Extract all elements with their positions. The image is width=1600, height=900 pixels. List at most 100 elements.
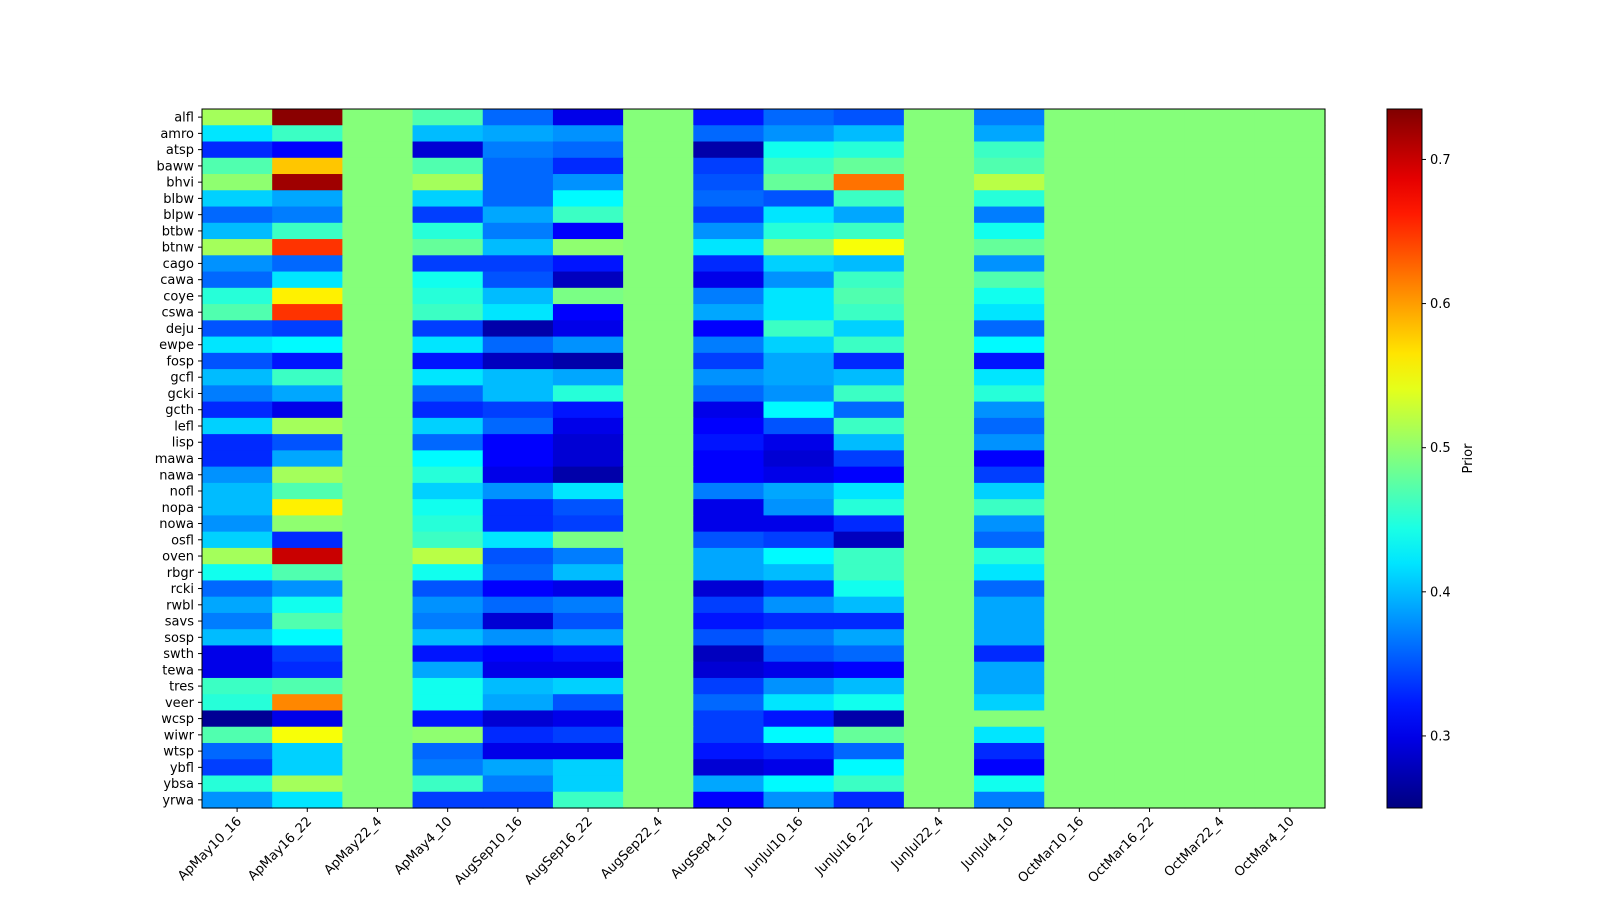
heatmap-cell-alfl-JunJul22_4 (903, 109, 975, 126)
heatmap-cell-bhvi-ApMay22_4 (342, 174, 414, 191)
heatmap-cell-wiwr-OctMar22_4 (1184, 726, 1256, 744)
heatmap-cell-wtsp-AugSep16_22 (552, 742, 624, 760)
heatmap-cell-osfl-JunJul16_22 (833, 531, 905, 549)
heatmap-cell-rcki-OctMar4_10 (1254, 580, 1326, 598)
heatmap-cell-gcki-ApMay22_4 (342, 385, 414, 403)
heatmap-cell-savs-ApMay10_16 (202, 612, 273, 630)
heatmap-cell-ewpe-ApMay16_22 (272, 336, 343, 354)
heatmap-cell-swth-AugSep4_10 (693, 645, 765, 663)
heatmap-cell-yrwa-AugSep4_10 (693, 791, 765, 809)
heatmap-cell-sosp-AugSep16_22 (552, 629, 624, 647)
colorbar-tick-label: 0.3 (1430, 729, 1451, 744)
heatmap-cell-bhvi-OctMar22_4 (1184, 174, 1256, 191)
heatmap-cell-wtsp-OctMar16_22 (1114, 742, 1186, 760)
heatmap-cell-wiwr-JunJul16_22 (833, 726, 905, 744)
heatmap-cell-yrwa-OctMar10_16 (1044, 791, 1116, 809)
colorbar-tick-label: 0.7 (1430, 153, 1451, 168)
heatmap-cell-tres-AugSep4_10 (693, 677, 765, 695)
heatmap-cell-lisp-ApMay16_22 (272, 434, 343, 451)
heatmap-cell-baww-JunJul22_4 (903, 157, 975, 175)
heatmap-cell-alfl-OctMar10_16 (1044, 109, 1116, 126)
heatmap-cell-fosp-ApMay10_16 (202, 352, 273, 370)
heatmap-cell-gcth-AugSep22_4 (623, 401, 694, 419)
heatmap-cell-bhvi-ApMay10_16 (202, 174, 273, 191)
heatmap-cell-amro-AugSep10_16 (482, 125, 554, 143)
y-tick-label: tres (169, 680, 194, 695)
heatmap-cell-lefl-ApMay22_4 (342, 417, 414, 435)
heatmap-cell-swth-JunJul22_4 (903, 645, 975, 663)
heatmap-cell-baww-ApMay22_4 (342, 157, 414, 175)
heatmap-cell-mawa-JunJul22_4 (903, 450, 975, 468)
heatmap-cell-mawa-OctMar10_16 (1044, 450, 1116, 468)
heatmap-cell-sosp-ApMay22_4 (342, 629, 414, 647)
heatmap-cell-wtsp-OctMar4_10 (1254, 742, 1326, 760)
heatmap-cell-rcki-JunJul16_22 (833, 580, 905, 598)
heatmap-cell-yrwa-AugSep10_16 (482, 791, 554, 809)
heatmap-cell-swth-AugSep16_22 (552, 645, 624, 663)
x-tick-label: AugSep4_10 (668, 814, 736, 882)
heatmap-cell-gcki-JunJul4_10 (974, 385, 1045, 403)
heatmap-cell-rwbl-JunJul4_10 (974, 596, 1045, 614)
heatmap-cell-cago-OctMar16_22 (1114, 255, 1186, 273)
heatmap-cell-cawa-ApMay22_4 (342, 271, 414, 289)
heatmap-cell-gcfl-OctMar10_16 (1044, 369, 1116, 386)
heatmap-cell-atsp-ApMay10_16 (202, 141, 273, 159)
heatmap-cell-oven-JunJul22_4 (903, 547, 975, 565)
heatmap-cell-btnw-OctMar16_22 (1114, 239, 1186, 256)
heatmap-cell-blpw-JunJul4_10 (974, 206, 1045, 224)
heatmap-cell-nowa-JunJul10_16 (763, 515, 835, 533)
heatmap-cell-gcki-AugSep4_10 (693, 385, 765, 403)
heatmap-cell-nofl-ApMay10_16 (202, 482, 273, 500)
heatmap-cell-gcfl-JunJul22_4 (903, 369, 975, 386)
heatmap-cell-tewa-OctMar10_16 (1044, 661, 1116, 679)
heatmap-cell-wtsp-ApMay16_22 (272, 742, 343, 760)
heatmap-cell-osfl-JunJul10_16 (763, 531, 835, 549)
heatmap-cell-oven-OctMar4_10 (1254, 547, 1326, 565)
heatmap-cell-oven-AugSep16_22 (552, 547, 624, 565)
heatmap-cell-wtsp-AugSep22_4 (623, 742, 694, 760)
y-tick-label: wiwr (164, 728, 195, 743)
heatmap-cell-deju-JunJul16_22 (833, 320, 905, 338)
heatmap-cell-fosp-OctMar10_16 (1044, 352, 1116, 370)
heatmap-cell-gcki-OctMar22_4 (1184, 385, 1256, 403)
heatmap-cell-nawa-AugSep22_4 (623, 466, 694, 484)
heatmap-cell-gcki-JunJul16_22 (833, 385, 905, 403)
heatmap-cell-cago-AugSep10_16 (482, 255, 554, 273)
heatmap-cell-cago-JunJul10_16 (763, 255, 835, 273)
heatmap-cell-wiwr-JunJul22_4 (903, 726, 975, 744)
heatmap-cell-gcki-AugSep10_16 (482, 385, 554, 403)
heatmap-cell-cawa-OctMar16_22 (1114, 271, 1186, 289)
heatmap-cell-coye-AugSep4_10 (693, 287, 765, 305)
heatmap-cell-rcki-JunJul22_4 (903, 580, 975, 598)
heatmap-cell-fosp-JunJul22_4 (903, 352, 975, 370)
x-tick-label: AugSep10_16 (452, 814, 526, 888)
heatmap-cell-blbw-ApMay22_4 (342, 190, 414, 208)
heatmap-cell-mawa-AugSep22_4 (623, 450, 694, 468)
heatmap-cell-bhvi-JunJul16_22 (833, 174, 905, 191)
heatmap-cell-rwbl-OctMar16_22 (1114, 596, 1186, 614)
heatmap-cell-amro-AugSep22_4 (623, 125, 694, 143)
heatmap-cell-nopa-OctMar10_16 (1044, 499, 1116, 516)
y-tick-label: rcki (171, 582, 194, 597)
heatmap-cell-sosp-JunJul10_16 (763, 629, 835, 647)
heatmap-cell-ewpe-JunJul4_10 (974, 336, 1045, 354)
y-tick-label: swth (163, 647, 194, 662)
heatmap-cell-fosp-ApMay4_10 (412, 352, 484, 370)
heatmap-cell-wcsp-OctMar4_10 (1254, 710, 1326, 728)
heatmap-cell-nowa-JunJul4_10 (974, 515, 1045, 533)
heatmap-cell-nawa-JunJul10_16 (763, 466, 835, 484)
heatmap-cell-savs-AugSep22_4 (623, 612, 694, 630)
y-tick-label: cswa (161, 306, 194, 321)
heatmap-cell-savs-OctMar16_22 (1114, 612, 1186, 630)
heatmap-cell-tewa-OctMar4_10 (1254, 661, 1326, 679)
heatmap-cell-deju-OctMar4_10 (1254, 320, 1326, 338)
y-tick-label: lisp (172, 436, 194, 451)
heatmap-cell-cago-ApMay10_16 (202, 255, 273, 273)
heatmap-cell-btnw-JunJul16_22 (833, 239, 905, 256)
heatmap-cell-cawa-JunJul22_4 (903, 271, 975, 289)
heatmap-cell-ewpe-ApMay10_16 (202, 336, 273, 354)
heatmap-cell-sosp-AugSep22_4 (623, 629, 694, 647)
heatmap-cell-blpw-AugSep4_10 (693, 206, 765, 224)
heatmap-cell-swth-OctMar10_16 (1044, 645, 1116, 663)
y-tick-label: gcki (167, 387, 194, 402)
